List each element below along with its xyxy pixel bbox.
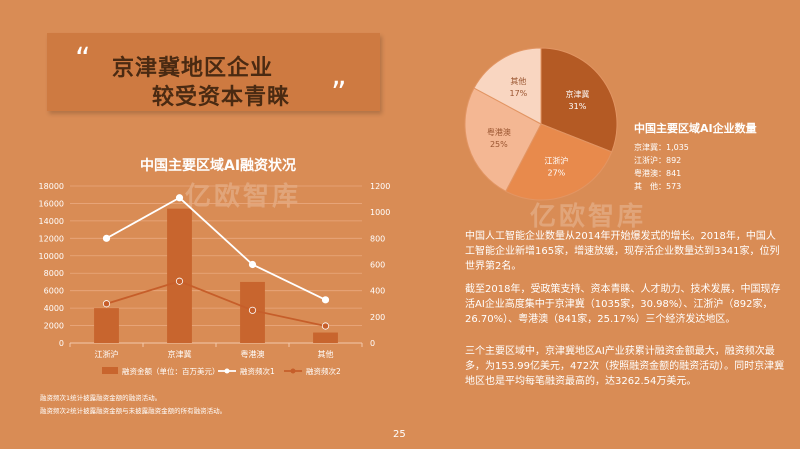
- title-line-2: 较受资本青睐: [152, 85, 291, 110]
- legend-swatch-marker: [290, 368, 296, 374]
- y-left-tick-label: 12000: [39, 234, 64, 243]
- pie-slice-percent: 25%: [490, 140, 508, 149]
- y-left-tick-label: 4000: [44, 304, 64, 313]
- legend-swatch-marker: [224, 368, 230, 374]
- count-item: 京津冀：1,035: [634, 143, 689, 152]
- count-item: 粤港澳：841: [634, 169, 682, 178]
- title-line-1: 京津冀地区企业: [112, 56, 274, 81]
- y-right-tick-label: 600: [370, 261, 385, 270]
- y-right-tick-label: 0: [370, 339, 375, 348]
- legend-label: 融资频次1: [240, 366, 275, 376]
- y-left-tick-label: 8000: [44, 269, 64, 278]
- line-point: [321, 296, 330, 304]
- count-item: 江浙沪：892: [634, 156, 682, 165]
- series-line: [106, 280, 326, 327]
- series-line: [106, 196, 326, 301]
- page-number: 25: [393, 429, 406, 440]
- line-point: [321, 322, 330, 330]
- open-quote: “: [75, 42, 91, 77]
- paragraph-2: 截至2018年，受政策支持、资本青睐、人才助力、技术发展，中国现存活AI企业高度…: [465, 284, 781, 325]
- legend-label: 融资金额（单位：百万美元）: [122, 366, 220, 376]
- y-right-tick-label: 400: [370, 287, 385, 296]
- paragraph-1: 中国人工智能企业数量从2014年开始爆发式的增长。2018年，中国人工智能企业新…: [465, 231, 780, 272]
- line-point: [102, 300, 111, 308]
- line-point: [102, 234, 111, 242]
- bar: [313, 332, 338, 343]
- y-left-tick-label: 2000: [44, 322, 64, 331]
- count-item: 其 他：573: [634, 182, 682, 191]
- y-left-tick-label: 14000: [39, 217, 64, 226]
- title-box: “ 京津冀地区企业 较受资本青睐 ”: [47, 33, 380, 111]
- pie-slice-percent: 17%: [509, 89, 527, 98]
- region-counts: 京津冀：1,035 江浙沪：892 粤港澳：841 其 他：573: [634, 141, 689, 193]
- pie-slice-percent: 31%: [569, 102, 587, 111]
- y-right-tick-label: 200: [370, 313, 385, 322]
- y-left-tick-label: 16000: [39, 199, 64, 208]
- chart-title: 中国主要区域AI融资状况: [140, 158, 297, 174]
- footnote-2: 融资频次2统计披露融资金额与未披露融资金额的所有融资活动。: [40, 407, 227, 415]
- legend-swatch-bar: [102, 367, 118, 374]
- legend-label: 融资频次2: [306, 366, 341, 376]
- pie-slice: [505, 123, 613, 201]
- x-tick-label: 其他: [318, 349, 334, 359]
- pie-slice: [540, 47, 618, 153]
- pie-slice-label: 其他: [510, 76, 526, 86]
- y-right-tick-label: 1000: [370, 208, 390, 217]
- pie-slice: [473, 47, 542, 125]
- y-left-tick-label: 0: [59, 339, 64, 348]
- y-right-tick-label: 1200: [370, 182, 390, 191]
- x-tick-label: 京津冀: [168, 349, 192, 359]
- bar: [167, 208, 192, 343]
- pie-slice-label: 江浙沪: [544, 155, 568, 165]
- x-tick-label: 粤港澳: [241, 349, 265, 359]
- paragraph-3: 三个主要区域中，京津冀地区AI产业获累计融资金额最大，融资频次最多，为153.9…: [465, 346, 785, 387]
- line-point: [175, 277, 184, 285]
- y-left-tick-label: 6000: [44, 287, 64, 296]
- pie-title: 中国主要区域AI企业数量: [634, 122, 757, 135]
- bar: [94, 308, 119, 343]
- footnote-1: 融资频次1统计披露融资金额的融资活动。: [40, 394, 162, 402]
- pie-slice-label: 京津冀: [565, 89, 589, 99]
- y-left-tick-label: 10000: [39, 252, 64, 261]
- x-tick-label: 江浙沪: [95, 349, 119, 359]
- line-point: [248, 306, 257, 314]
- y-left-tick-label: 18000: [39, 182, 64, 191]
- pie-slice-label: 粤港澳: [487, 127, 511, 137]
- pie-slice-percent: 27%: [547, 168, 565, 177]
- y-right-tick-label: 800: [370, 234, 385, 243]
- close-quote: ”: [331, 76, 347, 111]
- line-point: [248, 260, 257, 269]
- line-point: [175, 194, 184, 202]
